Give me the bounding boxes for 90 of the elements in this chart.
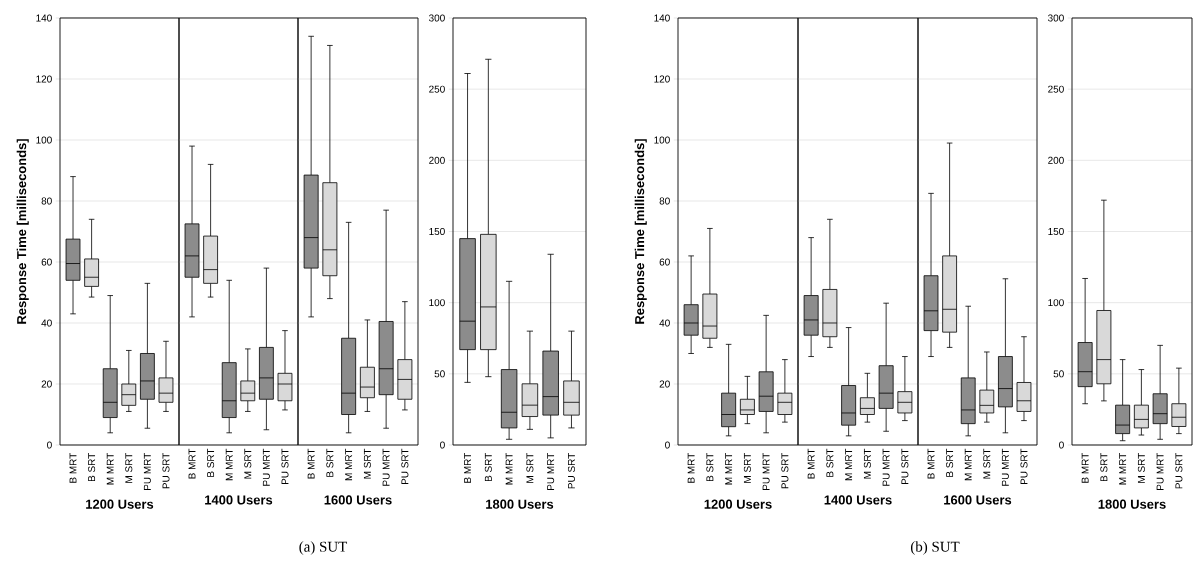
x-tick-label: B MRT: [687, 453, 695, 483]
x-tick-label: M SRT: [983, 448, 991, 479]
x-tick-label: M SRT: [1137, 453, 1145, 483]
x-tick-label: PU SRT: [401, 448, 409, 485]
x-tick-label: PU SRT: [1175, 453, 1183, 489]
x-tick-label: B SRT: [1100, 453, 1108, 482]
x-axis-title: 1600 Users: [944, 495, 1012, 505]
x-tick-label: PU MRT: [382, 448, 390, 486]
x-tick-label: M MRT: [1119, 453, 1127, 485]
y-tick-label: 200: [1048, 156, 1064, 164]
x-tick-label: M MRT: [964, 448, 972, 481]
y-tick-label: 140: [654, 14, 670, 22]
x-tick-label: B SRT: [88, 453, 96, 482]
y-tick-label: 100: [1048, 299, 1064, 307]
x-tick-label: PU MRT: [1156, 453, 1164, 490]
y-tick-label: 0: [440, 441, 445, 449]
y-axis-title: Response Time [milliseconds]: [634, 139, 647, 324]
x-tick-label: B MRT: [1081, 453, 1089, 483]
y-tick-label: 60: [659, 258, 670, 266]
y-tick-label: 40: [659, 319, 670, 327]
x-tick-label: PU MRT: [762, 453, 770, 490]
x-tick-label: PU MRT: [1001, 448, 1009, 486]
x-axis-title: 1400 Users: [824, 495, 892, 505]
x-tick-label: M MRT: [505, 453, 513, 485]
y-axis-title: Response Time [milliseconds]: [16, 139, 29, 324]
y-tick-label: 200: [429, 156, 445, 164]
x-tick-label: PU SRT: [567, 453, 575, 489]
x-axis-title: 1400 Users: [205, 495, 273, 505]
y-tick-label: 250: [429, 85, 445, 93]
x-tick-label: B SRT: [946, 448, 954, 477]
y-tick-label: 100: [654, 136, 670, 144]
x-tick-label: M MRT: [225, 448, 233, 481]
x-axis-title: 1800 Users: [486, 499, 554, 509]
x-tick-label: M SRT: [526, 453, 534, 483]
x-tick-label: B MRT: [188, 448, 196, 479]
y-tick-label: 80: [659, 197, 670, 205]
x-tick-label: B MRT: [464, 453, 471, 483]
text: (b) SUT: [910, 541, 960, 555]
x-tick-label: B SRT: [826, 448, 834, 477]
x-tick-label: PU SRT: [1020, 448, 1028, 485]
y-tick-label: 0: [47, 441, 52, 449]
x-tick-label: B SRT: [326, 448, 334, 477]
y-tick-label: 100: [36, 136, 52, 144]
x-tick-label: M SRT: [743, 453, 751, 483]
x-tick-label: M SRT: [125, 453, 133, 483]
x-tick-label: M MRT: [106, 453, 114, 485]
x-tick-label: B SRT: [706, 453, 714, 482]
x-tick-label: PU MRT: [143, 453, 151, 490]
x-tick-label: M SRT: [363, 448, 371, 479]
y-tick-label: 300: [1047, 14, 1064, 22]
y-tick-label: 80: [41, 197, 52, 205]
x-tick-label: PU SRT: [781, 453, 789, 489]
x-tick-label: M MRT: [845, 448, 853, 481]
x-tick-label: B SRT: [484, 453, 492, 482]
y-tick-label: 150: [429, 227, 445, 236]
x-tick-label: B MRT: [927, 448, 935, 479]
x-tick-label: PU SRT: [281, 448, 289, 485]
x-tick-label: M SRT: [244, 448, 252, 479]
x-axis-title: 1800 Users: [1098, 499, 1166, 509]
y-tick-label: 20: [659, 380, 670, 388]
y-tick-label: 40: [41, 319, 52, 327]
x-tick-label: B MRT: [807, 448, 815, 479]
x-tick-label: M MRT: [345, 448, 353, 481]
x-axis-title: 1200 Users: [704, 499, 772, 509]
text: (a) SUT: [299, 541, 348, 555]
x-tick-label: PU SRT: [901, 448, 909, 485]
x-tick-label: PU MRT: [882, 448, 890, 486]
x-tick-label: PU MRT: [262, 448, 270, 486]
y-tick-label: 300: [428, 14, 445, 22]
x-tick-label: B SRT: [207, 448, 215, 477]
x-axis-title: 1200 Users: [86, 499, 154, 509]
x-tick-label: PU SRT: [162, 453, 170, 489]
x-tick-label: PU MRT: [547, 453, 555, 490]
y-tick-label: 60: [41, 258, 52, 266]
x-tick-label: B MRT: [69, 453, 77, 483]
x-tick-label: B MRT: [307, 448, 315, 479]
y-tick-label: 150: [1048, 227, 1064, 236]
y-tick-label: 0: [1059, 441, 1064, 449]
y-tick-label: 100: [429, 299, 445, 307]
y-tick-label: 0: [665, 441, 670, 449]
y-tick-label: 20: [41, 380, 52, 388]
y-tick-label: 50: [1053, 370, 1064, 378]
y-tick-label: 120: [654, 75, 670, 83]
y-tick-label: 250: [1048, 85, 1064, 93]
x-tick-label: M MRT: [725, 453, 733, 485]
y-tick-label: 50: [434, 370, 445, 378]
y-tick-label: 120: [36, 75, 52, 83]
x-axis-title: 1600 Users: [324, 495, 392, 505]
y-tick-label: 140: [36, 14, 52, 22]
x-tick-label: M SRT: [863, 448, 871, 479]
